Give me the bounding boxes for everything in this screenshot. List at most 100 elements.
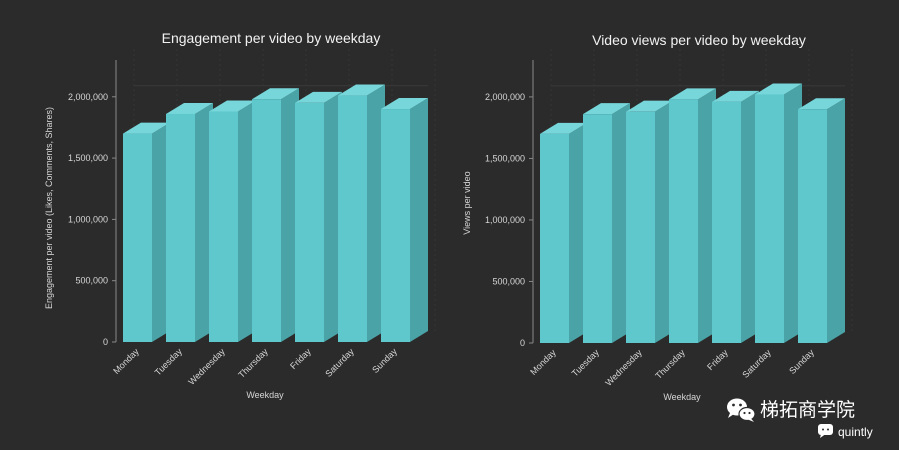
x-tick-label: Sunday <box>370 346 399 375</box>
bar-front <box>669 99 698 343</box>
bar-top <box>712 90 759 102</box>
x-ticks: Monday Tuesday Wednesday Thursday Friday Satu… <box>528 347 816 388</box>
y-tick-label: 0 <box>520 338 525 348</box>
chart-views: Video views per video by weekday Weekday… <box>462 32 853 402</box>
bar-side <box>784 83 802 343</box>
bar-front <box>295 102 324 342</box>
x-tick-label: Wednesday <box>603 347 644 388</box>
x-tick-label: Friday <box>705 347 730 372</box>
y-tick-label: 500,000 <box>492 276 525 286</box>
bar-top <box>798 98 845 110</box>
x-axis-label: Weekday <box>246 390 284 400</box>
x-tick-label: Tuesday <box>570 347 602 379</box>
bar-side <box>612 103 630 343</box>
bar-side <box>827 98 845 343</box>
bar-side <box>569 122 587 344</box>
x-tick-label: Monday <box>111 346 141 376</box>
wechat-icon <box>727 398 756 422</box>
bar-tuesday <box>166 102 213 343</box>
y-ticks: 0 500,000 1,000,000 1,500,000 2,000,000 <box>485 92 533 348</box>
bar-front <box>712 101 741 344</box>
y-tick-label: 0 <box>103 337 108 347</box>
bars <box>123 84 428 343</box>
bar-tuesday <box>583 103 630 343</box>
bar-side <box>655 100 673 344</box>
bar-top <box>381 98 428 110</box>
chart-title: Engagement per video by weekday <box>162 30 381 46</box>
quintly-chat-icon <box>818 424 833 438</box>
bar-top <box>755 83 802 95</box>
bar-side <box>324 91 342 342</box>
bar-side <box>410 98 428 342</box>
bar-side <box>698 88 716 343</box>
y-tick-label: 500,000 <box>75 276 108 286</box>
bar-side <box>367 84 385 342</box>
bar-top <box>209 100 256 112</box>
bar-side <box>238 100 256 342</box>
bar-front <box>209 111 238 342</box>
bar-top <box>252 88 299 100</box>
y-tick-label: 1,500,000 <box>485 153 525 163</box>
x-axis-label: Weekday <box>663 392 701 402</box>
y-tick-label: 2,000,000 <box>485 92 525 102</box>
bar-front <box>123 133 152 342</box>
bar-front <box>755 94 784 343</box>
brand-watermark: 梯拓商学院 quintly <box>727 398 873 439</box>
bar-front <box>252 99 281 343</box>
bar-side <box>152 122 170 342</box>
bar-side <box>741 90 759 344</box>
y-axis-label: Engagement per video (Likes, Comments, S… <box>44 107 54 309</box>
x-tick-label: Tuesday <box>153 346 185 378</box>
bar-monday <box>123 122 170 342</box>
bar-side <box>195 102 213 343</box>
bar-monday <box>540 122 587 344</box>
x-tick-label: Monday <box>528 347 558 377</box>
bar-front <box>798 109 827 343</box>
bar-front <box>540 133 569 343</box>
bar-top <box>540 122 587 134</box>
bar-thursday <box>252 88 299 343</box>
y-tick-label: 1,000,000 <box>68 214 108 224</box>
brand-cn-text: 梯拓商学院 <box>760 399 855 421</box>
chart-engagement: Engagement per video by weekday Weekday … <box>44 30 436 400</box>
bar-front <box>338 95 367 342</box>
brand-en-text: quintly <box>838 425 873 439</box>
x-tick-label: Thursday <box>653 347 687 381</box>
y-tick-label: 1,000,000 <box>485 215 525 225</box>
y-tick-label: 2,000,000 <box>68 92 108 102</box>
bar-sunday <box>798 98 845 343</box>
x-tick-label: Saturday <box>740 347 773 380</box>
y-tick-label: 1,500,000 <box>68 153 108 163</box>
x-ticks: Monday Tuesday Wednesday Thursday Friday Satu… <box>111 346 399 387</box>
bar-saturday <box>338 84 385 342</box>
chart-title: Video views per video by weekday <box>592 32 806 48</box>
x-tick-label: Friday <box>288 346 313 371</box>
bar-top <box>583 103 630 115</box>
bar-sunday <box>381 98 428 342</box>
bar-thursday <box>669 88 716 343</box>
x-tick-label: Saturday <box>323 346 356 379</box>
bar-wednesday <box>209 100 256 342</box>
x-tick-label: Thursday <box>236 346 270 380</box>
bar-front <box>583 114 612 343</box>
bar-top <box>295 91 342 103</box>
x-tick-label: Sunday <box>787 347 816 376</box>
bar-front <box>381 109 410 342</box>
bar-top <box>338 84 385 96</box>
bar-friday <box>712 90 759 344</box>
bar-top <box>626 100 673 112</box>
bar-top <box>166 102 213 114</box>
bar-top <box>669 88 716 100</box>
bar-friday <box>295 91 342 342</box>
bar-saturday <box>755 83 802 343</box>
y-axis-label: Views per video <box>462 171 472 234</box>
bars <box>540 83 845 344</box>
bar-front <box>626 111 655 344</box>
bar-front <box>166 113 195 343</box>
y-ticks: 0 500,000 1,000,000 1,500,000 2,000,000 <box>68 92 116 347</box>
x-tick-label: Wednesday <box>186 346 227 387</box>
bar-top <box>123 122 170 134</box>
bar-wednesday <box>626 100 673 344</box>
bar-side <box>281 88 299 343</box>
